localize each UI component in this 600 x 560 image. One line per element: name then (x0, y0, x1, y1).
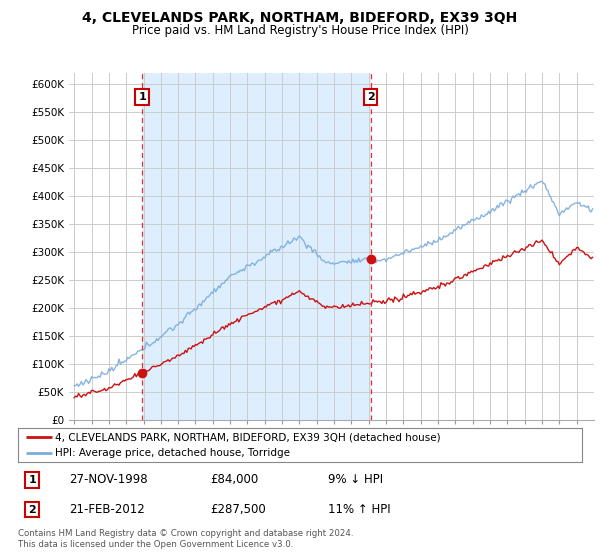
Text: £287,500: £287,500 (210, 503, 266, 516)
Text: £84,000: £84,000 (210, 473, 258, 487)
Text: 1: 1 (138, 92, 146, 102)
Text: 9% ↓ HPI: 9% ↓ HPI (328, 473, 383, 487)
Text: HPI: Average price, detached house, Torridge: HPI: Average price, detached house, Torr… (55, 448, 290, 458)
Text: 11% ↑ HPI: 11% ↑ HPI (328, 503, 391, 516)
Text: 1: 1 (28, 475, 36, 485)
Text: 2: 2 (28, 505, 36, 515)
Text: 2: 2 (367, 92, 375, 102)
Text: 4, CLEVELANDS PARK, NORTHAM, BIDEFORD, EX39 3QH: 4, CLEVELANDS PARK, NORTHAM, BIDEFORD, E… (82, 11, 518, 25)
Text: 4, CLEVELANDS PARK, NORTHAM, BIDEFORD, EX39 3QH (detached house): 4, CLEVELANDS PARK, NORTHAM, BIDEFORD, E… (55, 432, 440, 442)
Text: 27-NOV-1998: 27-NOV-1998 (69, 473, 148, 487)
Text: Price paid vs. HM Land Registry's House Price Index (HPI): Price paid vs. HM Land Registry's House … (131, 24, 469, 36)
Text: Contains HM Land Registry data © Crown copyright and database right 2024.
This d: Contains HM Land Registry data © Crown c… (18, 529, 353, 549)
Text: 21-FEB-2012: 21-FEB-2012 (69, 503, 145, 516)
Bar (142, 73, 371, 420)
